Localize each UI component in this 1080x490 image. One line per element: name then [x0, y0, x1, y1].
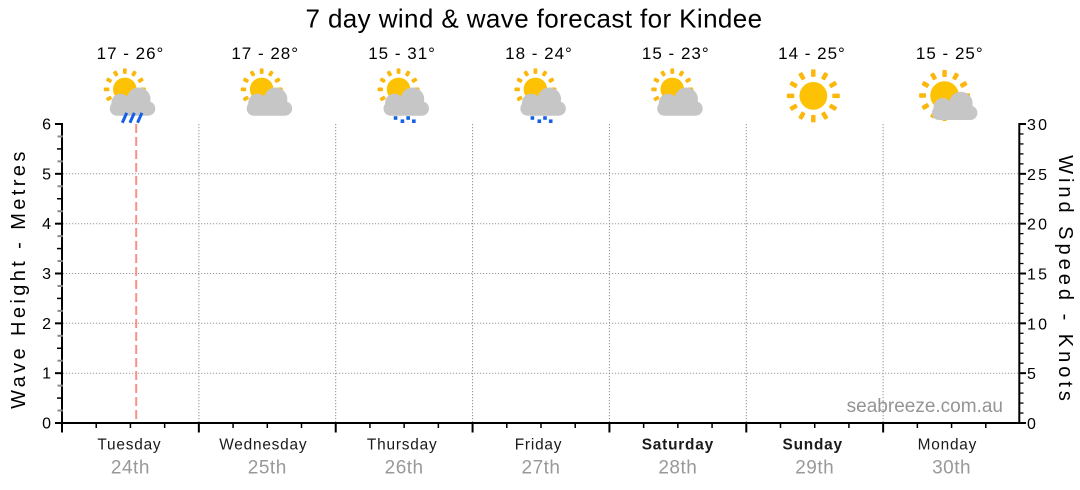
svg-text:5: 5	[42, 166, 51, 183]
svg-text:Saturday: Saturday	[642, 436, 714, 453]
svg-text:Friday: Friday	[515, 436, 563, 453]
svg-text:30th: 30th	[932, 457, 971, 478]
svg-text:24th: 24th	[111, 457, 150, 478]
svg-text:15 - 31°: 15 - 31°	[368, 44, 436, 63]
svg-text:18 - 24°: 18 - 24°	[505, 44, 573, 63]
svg-text:6: 6	[42, 117, 51, 134]
svg-text:3: 3	[42, 266, 51, 283]
svg-text:14 - 25°: 14 - 25°	[778, 44, 846, 63]
svg-text:0: 0	[42, 416, 51, 433]
svg-text:2: 2	[42, 316, 51, 333]
svg-text:Wednesday: Wednesday	[219, 436, 307, 453]
svg-text:1: 1	[42, 366, 51, 383]
svg-text:20: 20	[1027, 217, 1049, 234]
svg-text:17 - 28°: 17 - 28°	[231, 44, 299, 63]
svg-text:25: 25	[1027, 167, 1049, 184]
svg-text:Wind Speed - Knots: Wind Speed - Knots	[1054, 155, 1076, 405]
svg-text:4: 4	[42, 216, 51, 233]
svg-text:26th: 26th	[385, 457, 424, 478]
svg-text:Sunday: Sunday	[783, 436, 843, 453]
svg-text:29th: 29th	[795, 457, 834, 478]
svg-text:0: 0	[1027, 416, 1038, 433]
svg-text:15 - 23°: 15 - 23°	[642, 44, 710, 63]
svg-text:30: 30	[1027, 117, 1049, 134]
svg-text:Tuesday: Tuesday	[97, 436, 161, 453]
svg-text:seabreeze.com.au: seabreeze.com.au	[847, 396, 1003, 417]
svg-text:Wave Height - Metres: Wave Height - Metres	[8, 148, 30, 409]
svg-text:28th: 28th	[658, 457, 697, 478]
svg-text:10: 10	[1027, 316, 1049, 333]
svg-text:25th: 25th	[248, 457, 287, 478]
svg-text:27th: 27th	[522, 457, 561, 478]
svg-text:Monday: Monday	[918, 436, 978, 453]
svg-text:15: 15	[1027, 266, 1049, 283]
svg-text:5: 5	[1027, 366, 1038, 383]
svg-text:15 - 25°: 15 - 25°	[916, 44, 984, 63]
svg-text:Thursday: Thursday	[367, 436, 438, 453]
svg-text:7 day wind & wave forecast for: 7 day wind & wave forecast for Kindee	[305, 4, 762, 34]
svg-text:17 - 26°: 17 - 26°	[97, 44, 165, 63]
